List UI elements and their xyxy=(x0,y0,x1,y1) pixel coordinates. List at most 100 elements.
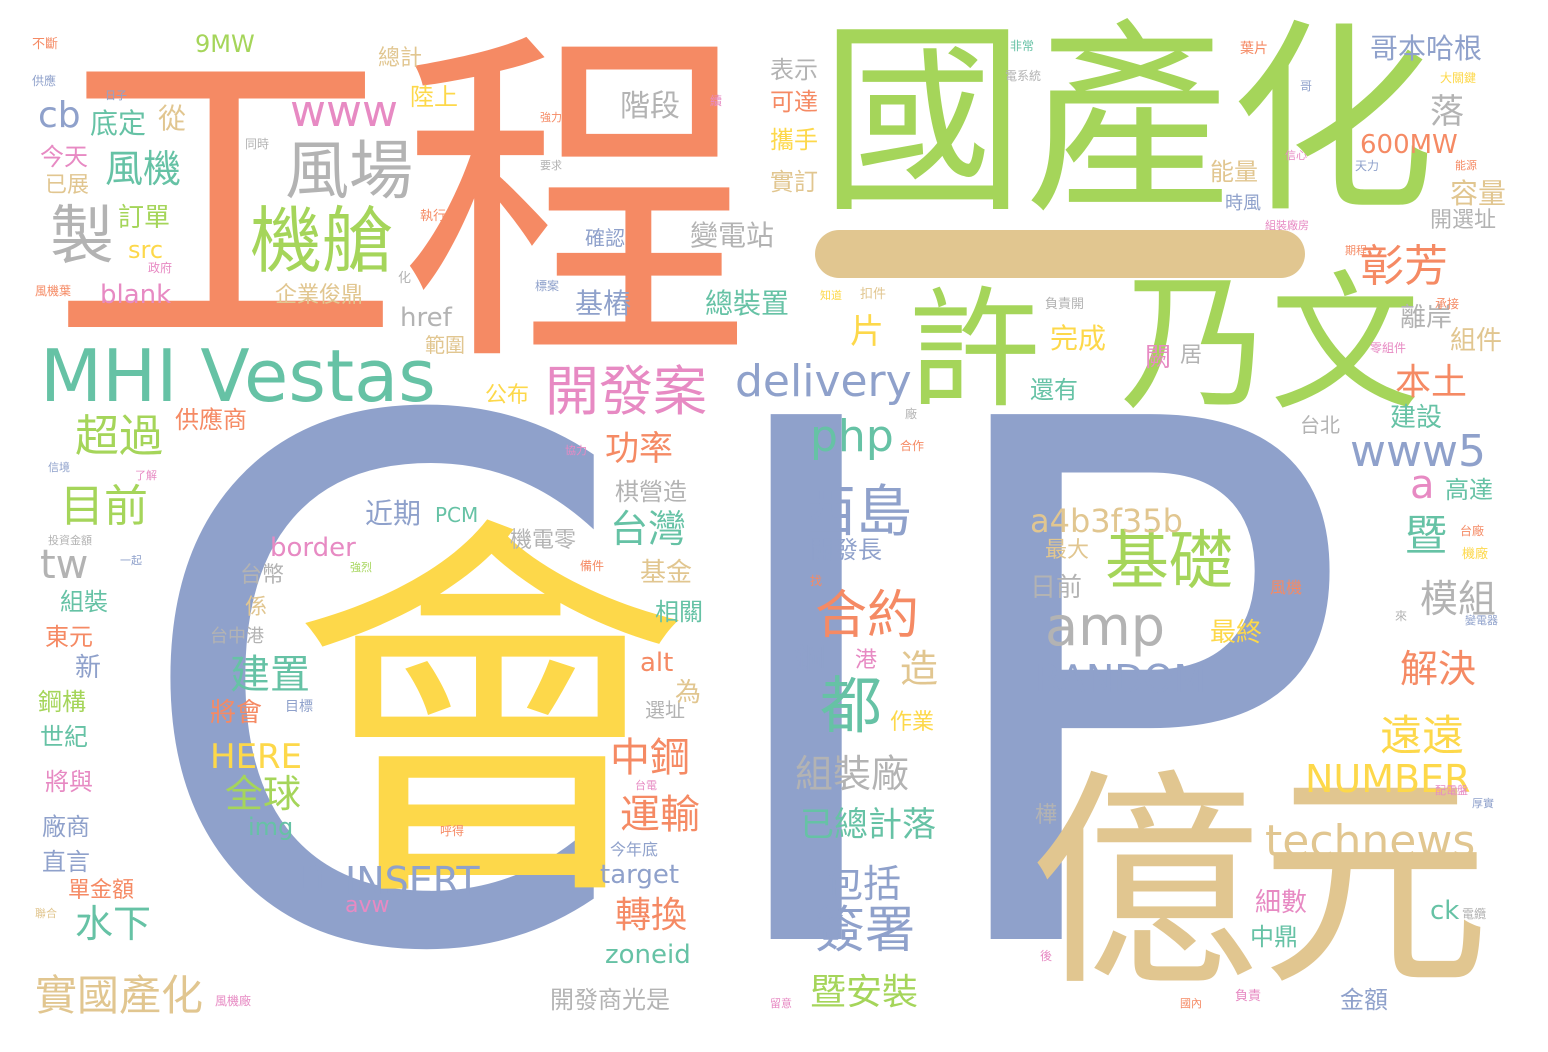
word: HERE xyxy=(210,737,303,777)
word: 風場 xyxy=(285,135,413,209)
word: 合約 xyxy=(815,586,920,646)
word: 台廠 xyxy=(1460,524,1485,538)
word: 暨 xyxy=(1405,511,1448,560)
word: 運輸 xyxy=(620,792,700,838)
word: 可達 xyxy=(770,88,818,116)
word: 組裝廠房 xyxy=(1265,219,1309,232)
word: 扣件 xyxy=(860,287,887,302)
word: cb xyxy=(38,95,81,136)
word: 落 xyxy=(1430,92,1464,132)
word: 範圍 xyxy=(425,333,465,357)
word: 台幣 xyxy=(240,563,285,588)
word: INSERT xyxy=(345,859,480,903)
word: 轉換 xyxy=(615,895,688,936)
word: 水下 xyxy=(75,902,152,946)
word: 西島 xyxy=(800,480,912,545)
word: 確認 xyxy=(585,226,625,250)
word: 開選址 xyxy=(1430,208,1497,233)
word: 風機 xyxy=(1270,578,1303,597)
word: 單金額 xyxy=(68,878,135,903)
word: alt xyxy=(640,648,674,678)
word: 基樁 xyxy=(575,287,632,320)
word: 棋營造 xyxy=(615,478,687,506)
word: 總計 xyxy=(378,46,423,71)
word: 建設 xyxy=(1390,403,1443,433)
word: 從 xyxy=(158,102,187,135)
word: 實訂 xyxy=(770,168,818,196)
word: 呼得 xyxy=(440,824,465,838)
word: 變電站 xyxy=(690,219,775,252)
word: 樺 xyxy=(1035,803,1058,828)
word: 日子 xyxy=(105,89,127,102)
word: 已展 xyxy=(45,173,90,198)
word: 新 xyxy=(75,653,102,683)
word: 今天 xyxy=(40,143,88,171)
word: 最大 xyxy=(1045,538,1090,563)
word: 容量 xyxy=(1450,177,1507,210)
word: 遠遠 xyxy=(1380,711,1465,760)
word: 最終 xyxy=(1210,618,1263,648)
word: 風機廠 xyxy=(215,994,252,1008)
word: 企業俊鼎 xyxy=(275,283,364,308)
word: 細數 xyxy=(1255,888,1308,918)
word: 模組 xyxy=(1420,577,1497,621)
word: blank xyxy=(100,280,172,310)
word: 組裝 xyxy=(60,588,108,616)
word: 片 xyxy=(850,312,884,352)
word: 將會 xyxy=(210,698,263,728)
word: 組裝廠 xyxy=(795,752,910,796)
word: 相關 xyxy=(655,598,703,626)
word: 台電 xyxy=(635,779,657,792)
word: P xyxy=(920,271,1355,1052)
word: 陸上 xyxy=(410,83,458,111)
word: 葉片 xyxy=(1240,41,1268,57)
word: 協力 xyxy=(565,444,587,457)
word: 變電器 xyxy=(1465,614,1498,627)
word: 會 xyxy=(290,487,690,952)
word: MHI Vestas xyxy=(40,334,436,418)
word: 目前 xyxy=(60,481,148,532)
word: border xyxy=(270,533,356,563)
word: 近期 xyxy=(365,497,422,530)
word: 期程 xyxy=(1345,244,1367,257)
word: src xyxy=(128,236,164,264)
word: 完成 xyxy=(1050,322,1107,355)
word: 要求 xyxy=(540,159,562,172)
word: 找 xyxy=(810,574,823,588)
word: 基金 xyxy=(640,558,693,588)
word: 鋼構 xyxy=(38,688,86,716)
word: 目標 xyxy=(285,699,313,715)
word: 電纜 xyxy=(1462,907,1487,921)
word: 許 xyxy=(910,274,1041,426)
word: 電系統 xyxy=(1005,69,1042,83)
word: a4b3f35b xyxy=(1030,502,1183,540)
word: 彰芳 xyxy=(1360,241,1448,292)
word: 日前 xyxy=(1030,573,1083,603)
word: 實國產化 xyxy=(35,971,204,1020)
word: C xyxy=(130,271,633,1052)
word: 留意 xyxy=(770,997,792,1010)
word: 高達 xyxy=(1445,476,1493,504)
word: 信心 xyxy=(1285,149,1307,162)
word: 還有 xyxy=(1030,376,1078,404)
word: 開發商光是 xyxy=(550,986,670,1014)
word: 國產化 xyxy=(820,3,1435,241)
word: 非常 xyxy=(1010,39,1035,53)
word: 台中港 xyxy=(210,626,264,647)
word: php xyxy=(810,411,894,462)
word: 居 xyxy=(1180,343,1203,368)
word: 金額 xyxy=(1340,986,1388,1014)
word: 備件 xyxy=(580,559,605,573)
word: 供應商 xyxy=(175,406,247,434)
word: href xyxy=(400,303,452,333)
word: 政府 xyxy=(148,261,173,275)
word: www xyxy=(290,86,398,137)
word: 鋼 xyxy=(795,642,825,677)
word: a xyxy=(1410,462,1435,508)
word: 東元 xyxy=(45,623,93,651)
word: 全球 xyxy=(225,772,302,816)
decor-bar xyxy=(815,230,1305,278)
word: 功率 xyxy=(605,429,673,469)
word: 表示 xyxy=(770,56,818,84)
word: 係 xyxy=(245,595,268,620)
